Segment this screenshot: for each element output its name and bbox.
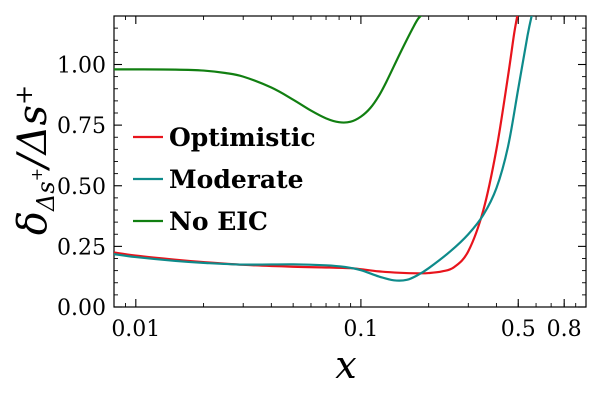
y-axis-label-div: /Δs xyxy=(10,105,56,172)
y-tick-label-0: 0.00 xyxy=(57,296,106,321)
legend-label-no-eic: No EIC xyxy=(169,207,268,236)
series-line-moderate xyxy=(114,16,533,282)
x-tick-label-3: 0.8 xyxy=(547,317,582,342)
legend: Optimistic Moderate No EIC xyxy=(133,123,316,236)
y-axis-label-sub-sup: + xyxy=(27,168,46,181)
legend-label-optimistic: Optimistic xyxy=(169,123,316,152)
y-tick-label-3: 0.75 xyxy=(57,114,106,139)
axis-ticks: 0.01 0.1 0.5 0.8 0.00 0.25 0.50 0.75 1.00 xyxy=(57,16,586,342)
x-tick-label-0: 0.01 xyxy=(111,317,160,342)
y-axis-label-div-sup: + xyxy=(10,85,38,105)
y-axis-label: δΔs+/Δs+ xyxy=(10,85,60,235)
y-tick-label-1: 0.25 xyxy=(57,235,106,260)
x-tick-label-1: 0.1 xyxy=(343,317,378,342)
legend-label-moderate: Moderate xyxy=(169,165,304,194)
x-tick-label-2: 0.5 xyxy=(501,317,536,342)
series-lines xyxy=(114,16,533,282)
y-tick-label-4: 1.00 xyxy=(57,54,106,79)
plot-frame xyxy=(113,15,587,308)
y-axis-label-sub: Δs xyxy=(32,181,60,212)
series-line-no-eic xyxy=(114,16,423,124)
y-axis-label-delta: δ xyxy=(10,211,56,235)
x-axis-label: x xyxy=(335,343,356,387)
y-tick-label-2: 0.50 xyxy=(57,175,106,200)
